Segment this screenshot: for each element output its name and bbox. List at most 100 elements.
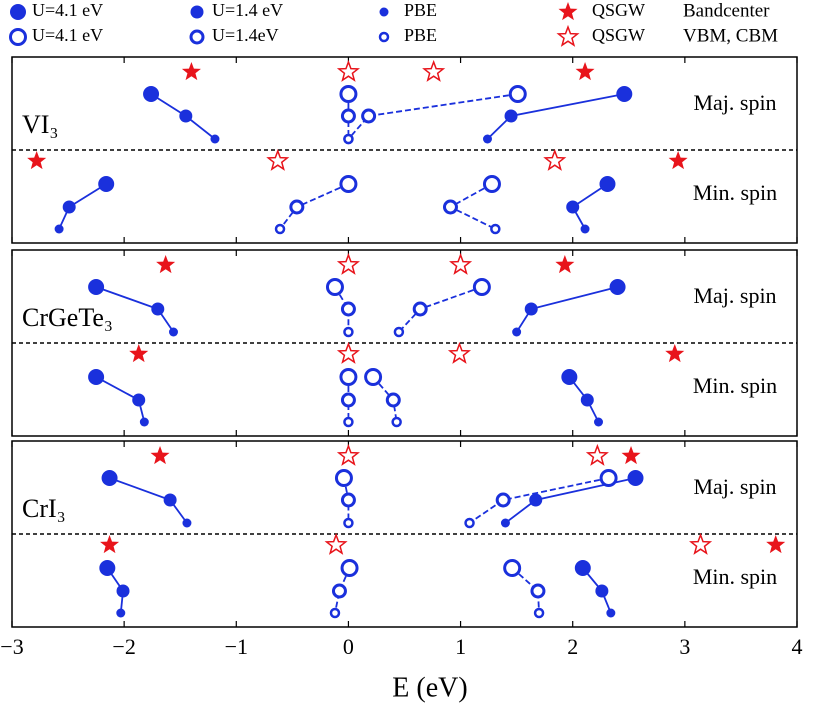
legend-marker xyxy=(190,5,204,19)
bandcenter-point xyxy=(210,134,220,144)
spin-label: Maj. spin xyxy=(693,90,776,115)
qsgw-bandcenter xyxy=(156,255,176,274)
bandcenter-point xyxy=(574,560,591,576)
vbm-cbm-point xyxy=(289,199,305,215)
bandcenter-point xyxy=(88,369,105,385)
vbm-cbm-point xyxy=(385,392,401,408)
bandcenter-point xyxy=(182,518,192,528)
legend-label: U=1.4 eV xyxy=(212,0,283,20)
vbm-cbm-point xyxy=(340,492,356,508)
qsgw-vbm-cbm xyxy=(336,443,360,466)
qsgw-bandcenter xyxy=(621,446,641,465)
bandcenter-point xyxy=(132,393,146,407)
vbm-cbm-point xyxy=(412,301,428,317)
bandcenter-point xyxy=(599,176,616,192)
vbm-cbm-line xyxy=(398,286,483,333)
panel-label: CrI₃ xyxy=(22,494,66,523)
qsgw-vbm-cbm xyxy=(336,341,360,364)
bandcenter-point xyxy=(606,608,616,618)
vbm-cbm-line xyxy=(334,567,351,614)
x-tick-label: 2 xyxy=(567,634,578,659)
legend-label: QSGW xyxy=(592,25,645,45)
bandcenter-point xyxy=(566,200,580,214)
vbm-cbm-point xyxy=(343,517,354,529)
bandcenter-point xyxy=(512,327,522,337)
bandcenter-point xyxy=(101,470,118,486)
qsgw-vbm-cbm xyxy=(447,341,471,364)
qsgw-bandcenter xyxy=(668,151,688,170)
vbm-cbm-point xyxy=(325,278,344,296)
vbm-cbm-point xyxy=(361,108,377,124)
bandcenter-point xyxy=(500,518,510,528)
bandcenter-point xyxy=(609,279,626,295)
legend-row-label: Bandcenter xyxy=(683,0,770,21)
vbm-cbm-point xyxy=(334,469,353,487)
spin-label: Maj. spin xyxy=(693,283,776,308)
vbm-cbm-point xyxy=(343,416,354,428)
bandcenter-line xyxy=(504,477,636,524)
qsgw-bandcenter xyxy=(181,62,201,81)
qsgw-bandcenter xyxy=(150,446,170,465)
bandcenter-point xyxy=(99,560,116,576)
vbm-cbm-point xyxy=(393,326,405,338)
vbm-cbm-point xyxy=(391,416,402,428)
legend-label: U=1.4eV xyxy=(212,25,279,45)
legend-marker xyxy=(378,31,390,43)
vbm-cbm-point xyxy=(482,175,501,193)
legend-label: PBE xyxy=(404,0,437,20)
bandcenter-point xyxy=(116,584,130,598)
legend-marker xyxy=(379,7,389,17)
vbm-cbm-point xyxy=(533,607,545,619)
bandcenter-point xyxy=(504,109,518,123)
bandcenter-point xyxy=(561,369,578,385)
qsgw-bandcenter xyxy=(555,255,575,274)
bandcenter-point xyxy=(54,224,64,234)
legend-marker xyxy=(9,28,27,46)
vbm-cbm-point xyxy=(340,301,356,317)
vbm-cbm-point xyxy=(442,199,458,215)
panel-label: VI₃ xyxy=(22,110,59,139)
vbm-cbm-line xyxy=(511,567,540,614)
x-tick-label: 3 xyxy=(679,634,690,659)
vbm-cbm-point xyxy=(503,559,522,577)
vbm-cbm-point xyxy=(490,223,501,235)
bandcenter-point xyxy=(88,279,105,295)
vbm-cbm-point xyxy=(599,469,618,487)
vbm-cbm-point xyxy=(472,278,491,296)
vbm-cbm-point xyxy=(340,559,359,577)
bandcenter-point xyxy=(163,493,177,507)
legend-marker xyxy=(10,4,26,20)
vbm-cbm-point xyxy=(329,607,341,619)
vbm-cbm-point xyxy=(508,85,527,103)
qsgw-vbm-cbm xyxy=(543,148,567,171)
vbm-cbm-point xyxy=(339,175,358,193)
bandcenter-point xyxy=(179,109,193,123)
bandcenter-point xyxy=(116,608,126,618)
vbm-cbm-point xyxy=(339,85,358,103)
x-tick-label: 4 xyxy=(792,634,803,659)
legend-label: U=4.1 eV xyxy=(32,0,103,20)
x-tick-label: −2 xyxy=(112,634,135,659)
vbm-cbm-point xyxy=(495,492,511,508)
qsgw-vbm-cbm xyxy=(336,59,360,82)
vbm-cbm-line xyxy=(334,286,350,332)
spin-label: Maj. spin xyxy=(693,474,776,499)
panel-label: CrGeTe₃ xyxy=(22,303,113,332)
spin-label: Min. spin xyxy=(693,373,777,398)
legend-marker xyxy=(558,2,578,21)
legend-label: PBE xyxy=(404,25,437,45)
bandcenter-point xyxy=(580,393,594,407)
legend-label: QSGW xyxy=(592,0,645,20)
x-tick-label: 0 xyxy=(343,634,354,659)
qsgw-vbm-cbm xyxy=(689,532,713,555)
vbm-cbm-point xyxy=(340,108,356,124)
bandcenter-point xyxy=(168,327,178,337)
x-tick-label: −3 xyxy=(0,634,23,659)
bandcenter-point xyxy=(627,470,644,486)
qsgw-vbm-cbm xyxy=(266,148,290,171)
qsgw-bandcenter xyxy=(766,535,786,554)
bandcenter-point xyxy=(580,224,590,234)
qsgw-bandcenter xyxy=(575,62,595,81)
vbm-cbm-point xyxy=(464,517,475,529)
